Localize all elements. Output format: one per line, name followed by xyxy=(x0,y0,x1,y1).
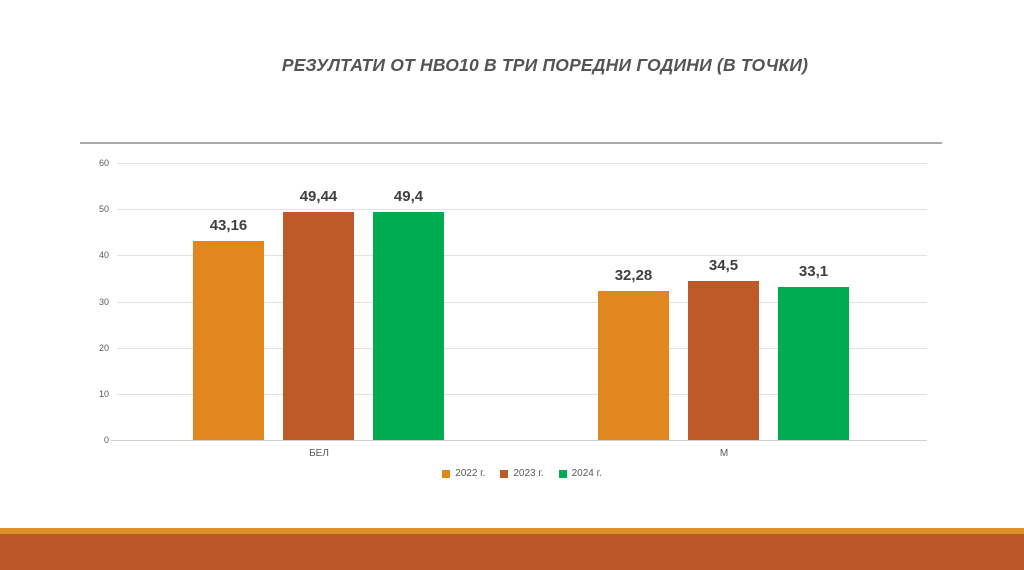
legend-swatch-icon xyxy=(500,469,509,478)
bar-value-label: 43,16 xyxy=(209,216,248,234)
bar-М-2023 г. xyxy=(688,280,759,440)
chart-title: РЕЗУЛТАТИ ОТ НВО10 В ТРИ ПОРЕДНИ ГОДИНИ … xyxy=(281,55,809,75)
y-axis-tick-label: 20 xyxy=(98,342,109,353)
legend-label: 2023 г. xyxy=(513,468,544,479)
x-axis-category-label: М xyxy=(719,448,729,459)
bar-value-label: 32,28 xyxy=(614,266,653,284)
bar-value-label: 33,1 xyxy=(798,263,829,281)
gridline-50 xyxy=(117,209,927,211)
footer-accent-block xyxy=(0,534,1024,570)
gridline-0 xyxy=(111,440,927,441)
bar-БЕЛ-2024 г. xyxy=(373,211,444,440)
legend-swatch-icon xyxy=(558,469,567,478)
plot-area: 0 10 20 30 40 50 60 43,16 49,44 49,4 БЕЛ 32,28 34,5 3… xyxy=(99,158,927,459)
gridline-30 xyxy=(117,301,927,303)
bar-value-label: 34,5 xyxy=(708,256,739,274)
legend-item-2024 г.: 2024 г. xyxy=(558,468,602,479)
chart-legend: 2022 г. 2023 г. 2024 г. xyxy=(117,468,927,479)
gridline-60 xyxy=(117,163,927,164)
y-axis-tick-label: 0 xyxy=(103,435,109,445)
legend-item-2022 г.: 2022 г. xyxy=(442,468,485,479)
y-axis-tick-label: 40 xyxy=(98,250,109,261)
legend-label: 2022 г. xyxy=(455,468,486,479)
y-axis-tick-label: 60 xyxy=(98,158,109,168)
bar-БЕЛ-2023 г. xyxy=(283,211,354,440)
legend-label: 2024 г. xyxy=(571,468,602,479)
bar-value-label: 49,44 xyxy=(299,187,338,205)
x-axis-category-label: БЕЛ xyxy=(309,448,329,459)
legend-swatch-icon xyxy=(442,469,451,478)
footer-accent-stripe xyxy=(0,528,1024,534)
y-axis-tick-label: 10 xyxy=(98,388,109,399)
bar-М-2024 г. xyxy=(778,287,849,440)
y-axis-tick-label: 30 xyxy=(98,296,109,307)
gridline-20 xyxy=(117,347,927,349)
y-axis-tick-label: 50 xyxy=(98,204,109,215)
gridline-10 xyxy=(117,393,927,395)
bar-М-2022 г. xyxy=(598,290,669,440)
bar-value-label: 49,4 xyxy=(393,187,424,205)
title-separator-line xyxy=(80,142,942,144)
bar-БЕЛ-2022 г. xyxy=(193,240,264,440)
gridline-40 xyxy=(117,255,927,257)
legend-item-2023 г.: 2023 г. xyxy=(500,468,544,479)
